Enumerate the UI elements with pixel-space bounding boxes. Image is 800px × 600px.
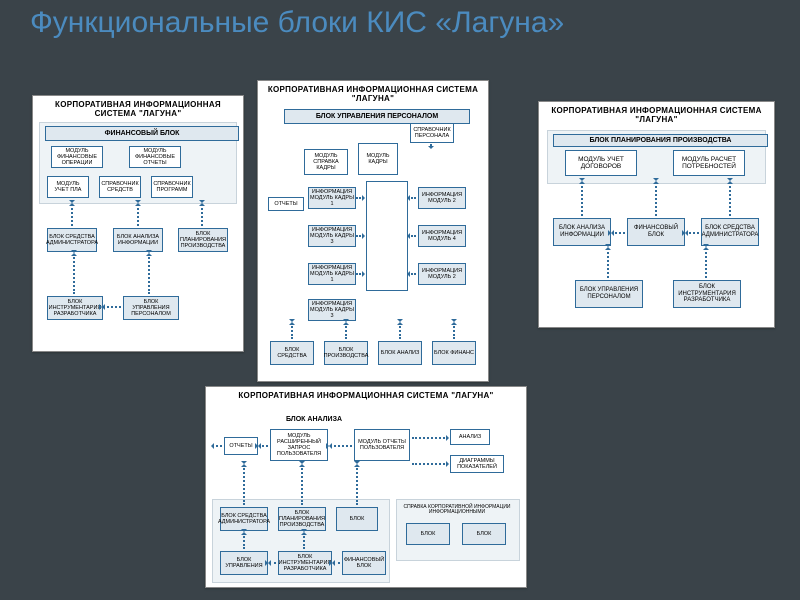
arrow-icon: [408, 273, 416, 275]
panel4-subtitle: БЛОК АНАЛИЗА: [272, 413, 356, 426]
panel-financial: КОРПОРАТИВНАЯ ИНФОРМАЦИОННАЯ СИСТЕМА "ЛА…: [32, 95, 244, 352]
panel2-title: КОРПОРАТИВНАЯ ИНФОРМАЦИОННАЯ СИСТЕМА "ЛА…: [260, 85, 486, 103]
arrow-icon: [412, 463, 448, 465]
panel1-title: КОРПОРАТИВНАЯ ИНФОРМАЦИОННАЯ СИСТЕМА "ЛА…: [35, 100, 241, 118]
panel-personnel: КОРПОРАТИВНАЯ ИНФОРМАЦИОННАЯ СИСТЕМА "ЛА…: [257, 80, 489, 382]
panel-analysis: КОРПОРАТИВНАЯ ИНФОРМАЦИОННАЯ СИСТЕМА "ЛА…: [205, 386, 527, 588]
p2-b3: МОДУЛЬ КАДРЫ: [358, 143, 398, 175]
p3-b6: БЛОК УПРАВЛЕНИЯ ПЕРСОНАЛОМ: [575, 280, 643, 308]
p4-b3: МОДУЛЬ ОТЧЕТЫ ПОЛЬЗОВАТЕЛЯ: [354, 429, 410, 461]
p2-b5b: ИНФОРМАЦИЯ МОДУЛЬ КАДРЫ 1: [308, 263, 356, 285]
p1-b2: МОДУЛЬ ФИНАНСОВЫЕ ОТЧЕТЫ: [129, 146, 181, 168]
panel-planning: КОРПОРАТИВНАЯ ИНФОРМАЦИОННАЯ СИСТЕМА "ЛА…: [538, 101, 775, 328]
p2-b9: БЛОК СРЕДСТВА: [270, 341, 314, 365]
arrow-icon: [73, 254, 75, 294]
p4-b2: МОДУЛЬ РАСШИРЕННЫЙ ЗАПРОС ПОЛЬЗОВАТЕЛЯ: [270, 429, 328, 461]
arrow-icon: [412, 437, 448, 439]
p2-b10: БЛОК ПРОИЗВОДСТВА: [324, 341, 368, 365]
p4-b5: ДИАГРАММЫ ПОКАЗАТЕЛЕЙ: [450, 455, 504, 473]
p1-b3: МОДУЛЬ УЧЕТ ПЛА: [47, 176, 89, 198]
p1-b5: СПРАВОЧНИК ПРОГРАММ: [151, 176, 193, 198]
arrow-icon: [356, 465, 358, 505]
p3-b3: БЛОК АНАЛИЗА ИНФОРМАЦИИ: [553, 218, 611, 246]
p4-b10: БЛОК УПРАВЛЕНИЯ: [220, 551, 268, 575]
p2-b4: ОТЧЕТЫ: [268, 197, 304, 211]
p1-b1: МОДУЛЬ ФИНАНСОВЫЕ ОПЕРАЦИИ: [51, 146, 103, 168]
arrow-icon: [581, 182, 583, 216]
arrow-icon: [607, 248, 609, 278]
p1-b9: БЛОК ИНСТРУМЕНТАРИЯ РАЗРАБОТЧИКА: [47, 296, 103, 320]
arrow-icon: [212, 445, 222, 447]
arrow-icon: [356, 235, 364, 237]
p1-b7: БЛОК АНАЛИЗА ИНФОРМАЦИИ: [113, 228, 163, 252]
slide: Функциональные блоки КИС «Лагуна» КОРПОР…: [0, 0, 800, 600]
p3-b5: БЛОК СРЕДСТВА АДМИНИСТРАТОРА: [701, 218, 759, 246]
arrow-icon: [71, 204, 73, 226]
p2-b7b: ИНФОРМАЦИЯ МОДУЛЬ КАДРЫ 3: [308, 299, 356, 321]
p2-b12: БЛОК ФИНАНС: [432, 341, 476, 365]
arrow-icon: [269, 562, 276, 564]
p2-b2: МОДУЛЬ СПРАВКА КАДРЫ: [304, 149, 348, 175]
panel3-subtitle: БЛОК ПЛАНИРОВАНИЯ ПРОИЗВОДСТВА: [553, 134, 768, 147]
p4-b4: АНАЛИЗ: [450, 429, 490, 445]
arrow-icon: [612, 232, 625, 234]
arrow-icon: [408, 235, 416, 237]
p1-b10: БЛОК УПРАВЛЕНИЯ ПЕРСОНАЛОМ: [123, 296, 179, 320]
p1-b8: БЛОК ПЛАНИРОВАНИЯ ПРОИЗВОДСТВА: [178, 228, 228, 252]
arrow-icon: [291, 323, 293, 339]
p2-center: [366, 181, 408, 291]
arrow-icon: [303, 533, 305, 549]
p3-b2: МОДУЛЬ РАСЧЕТ ПОТРЕБНОСТЕЙ: [673, 150, 745, 176]
arrow-icon: [103, 306, 121, 308]
p4-b8: БЛОК ПЛАНИРОВАНИЯ ПРОИЗВОДСТВА: [278, 507, 326, 531]
arrow-icon: [705, 248, 707, 278]
p2-b8: ИНФОРМАЦИЯ МОДУЛЬ 4: [418, 225, 466, 247]
p2-b1: СПРАВОЧНИК ПЕРСОНАЛА: [410, 123, 454, 143]
panel3-title: КОРПОРАТИВНАЯ ИНФОРМАЦИОННАЯ СИСТЕМА "ЛА…: [541, 106, 772, 124]
p4-bextra2: БЛОК: [462, 523, 506, 545]
p1-b4: СПРАВОЧНИК СРЕДСТВ: [99, 176, 141, 198]
p3-b7: БЛОК ИНСТРУМЕНТАРИЯ РАЗРАБОТЧИКА: [673, 280, 741, 308]
p4-b1: ОТЧЕТЫ: [224, 437, 258, 455]
arrow-icon: [655, 182, 657, 216]
p4-b6: СПРАВКА КОРПОРАТИВНОЙ ИНФОРМАЦИИ ИНФОРМА…: [402, 503, 512, 517]
arrow-icon: [729, 182, 731, 216]
arrow-icon: [137, 204, 139, 226]
p1-b6: БЛОК СРЕДСТВА АДМИНИСТРАТОРА: [47, 228, 97, 252]
panel2-subtitle: БЛОК УПРАВЛЕНИЯ ПЕРСОНАЛОМ: [284, 109, 470, 124]
arrow-icon: [356, 197, 364, 199]
p4-b12: ФИНАНСОВЫЙ БЛОК: [342, 551, 386, 575]
arrow-icon: [356, 273, 364, 275]
arrow-icon: [686, 232, 699, 234]
arrow-icon: [243, 533, 245, 549]
arrow-icon: [259, 445, 268, 447]
arrow-icon: [148, 254, 150, 294]
arrow-icon: [301, 465, 303, 505]
p4-bextra1: БЛОК: [406, 523, 450, 545]
panel1-subtitle: ФИНАНСОВЫЙ БЛОК: [45, 126, 239, 141]
arrow-icon: [345, 323, 347, 339]
arrow-icon: [408, 197, 416, 199]
p2-b7: ИНФОРМАЦИЯ МОДУЛЬ КАДРЫ 3: [308, 225, 356, 247]
p2-b6b: ИНФОРМАЦИЯ МОДУЛЬ 2: [418, 263, 466, 285]
p4-b11: БЛОК ИНСТРУМЕНТАРИЯ РАЗРАБОТЧИКА: [278, 551, 332, 575]
p3-b4: ФИНАНСОВЫЙ БЛОК: [627, 218, 685, 246]
arrow-icon: [330, 445, 352, 447]
arrow-icon: [399, 323, 401, 339]
p2-b5: ИНФОРМАЦИЯ МОДУЛЬ КАДРЫ 1: [308, 187, 356, 209]
p3-b1: МОДУЛЬ УЧЕТ ДОГОВОРОВ: [565, 150, 637, 176]
arrow-icon: [243, 465, 245, 505]
p2-b11: БЛОК АНАЛИЗ: [378, 341, 422, 365]
arrow-icon: [333, 562, 340, 564]
arrow-icon: [453, 323, 455, 339]
panel4-title: КОРПОРАТИВНАЯ ИНФОРМАЦИОННАЯ СИСТЕМА "ЛА…: [208, 391, 524, 400]
p2-b6: ИНФОРМАЦИЯ МОДУЛЬ 2: [418, 187, 466, 209]
arrow-icon: [201, 204, 203, 226]
p4-b7: БЛОК СРЕДСТВА АДМИНИСТРАТОРА: [220, 507, 268, 531]
arrow-icon: [430, 144, 432, 148]
p4-b9: БЛОК: [336, 507, 378, 531]
slide-title: Функциональные блоки КИС «Лагуна»: [30, 6, 564, 41]
